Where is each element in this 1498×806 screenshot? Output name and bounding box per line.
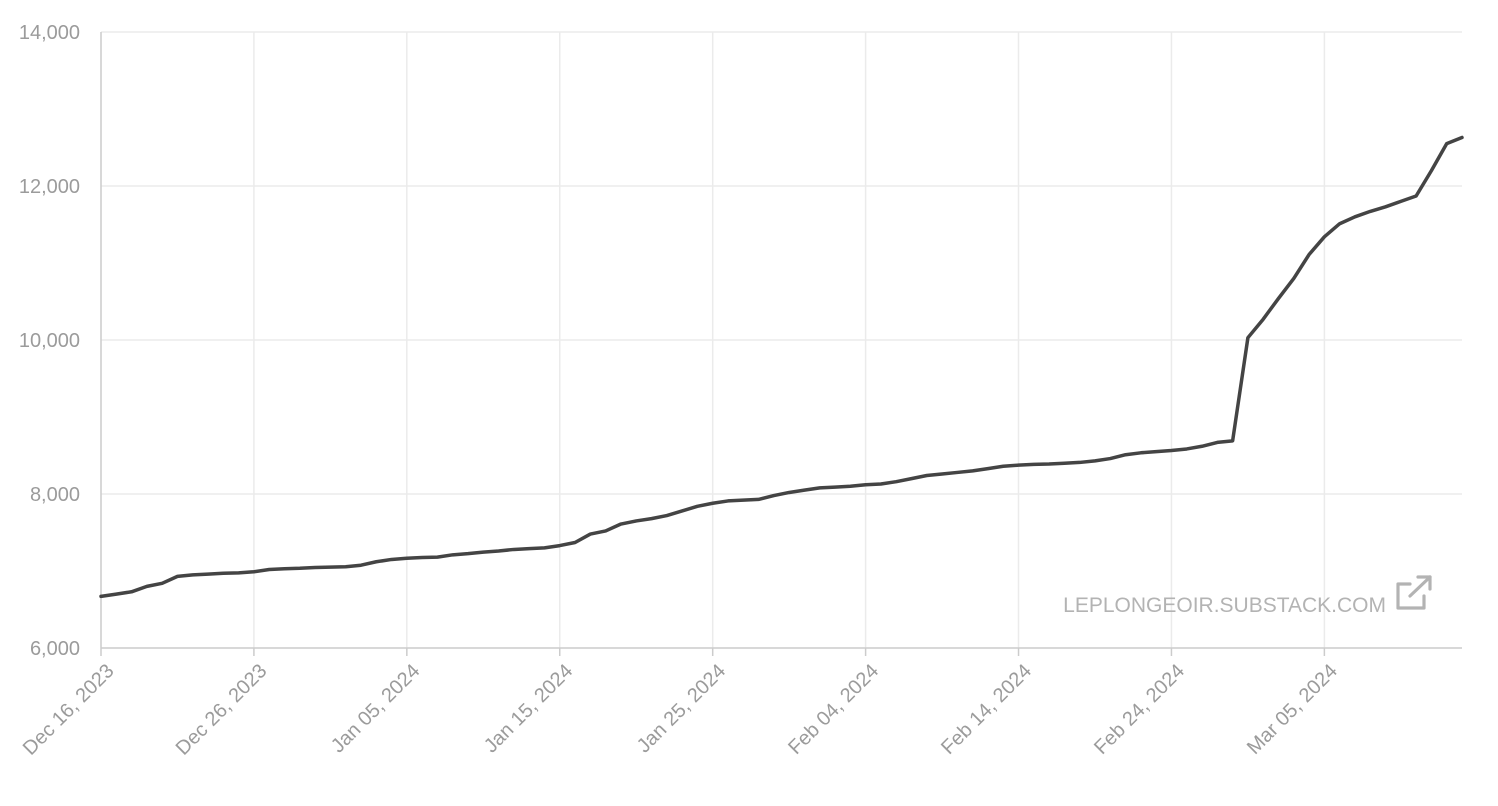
y-tick-label: 6,000 [30, 638, 80, 660]
x-tick-label: Jan 25, 2024 [633, 660, 730, 757]
watermark[interactable]: LEPLONGEOIR.SUBSTACK.COM [1063, 575, 1432, 617]
axes [100, 32, 1462, 656]
x-tick-label: Dec 16, 2023 [19, 660, 119, 760]
y-tick-label: 8,000 [30, 484, 80, 506]
x-tick-label: Feb 04, 2024 [784, 660, 883, 759]
y-tick-label: 14,000 [19, 22, 80, 44]
x-tick-label: Jan 15, 2024 [480, 660, 577, 757]
y-axis-ticks: 6,000 8,000 10,000 12,000 14,000 [19, 22, 80, 660]
series-layer [99, 135, 1464, 599]
external-link-icon[interactable] [1396, 575, 1432, 610]
x-tick-label: Feb 14, 2024 [937, 660, 1036, 759]
series-line [99, 135, 1464, 599]
y-tick-label: 10,000 [19, 330, 80, 352]
grid-lines [101, 31, 1462, 648]
x-tick-label: Feb 24, 2024 [1090, 660, 1189, 759]
x-tick-label: Dec 26, 2023 [172, 660, 272, 760]
x-axis-ticks: Dec 16, 2023 Dec 26, 2023 Jan 05, 2024 Jan … [19, 660, 1342, 760]
x-tick-label: Jan 05, 2024 [327, 660, 424, 757]
y-tick-label: 12,000 [19, 176, 80, 198]
x-tick-label: Mar 05, 2024 [1243, 660, 1342, 759]
watermark-text[interactable]: LEPLONGEOIR.SUBSTACK.COM [1063, 594, 1386, 617]
